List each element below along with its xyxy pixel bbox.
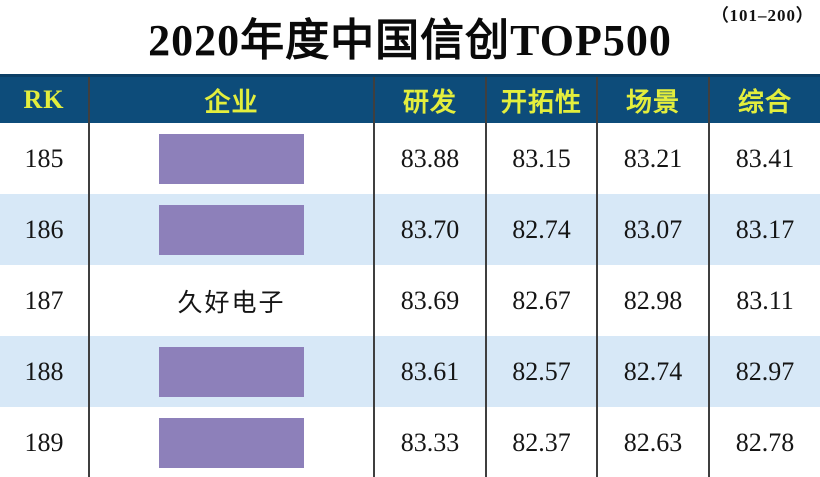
cell-company [88,407,373,477]
cell-rd: 83.88 [373,123,485,194]
cell-company: 久好电子 [88,265,373,336]
redacted-company-block [159,133,304,184]
cell-rank: 187 [24,285,64,315]
redacted-company-block [159,346,304,397]
cell-rank: 188 [24,356,64,386]
cell-pioneering: 82.67 [485,265,596,336]
cell-overall: 82.78 [708,407,820,477]
cell-overall: 82.97 [708,336,820,407]
page-range-label: （101–200） [711,6,814,25]
cell-pioneering: 83.15 [485,123,596,194]
cell-scenario: 83.07 [596,194,708,265]
cell-scenario: 82.74 [596,336,708,407]
ranking-table: RK 企业 研发 开拓性 场景 综合 185 83.88 83.15 83.21… [0,74,820,477]
column-header-company: 企业 [88,77,373,123]
cell-rd: 83.69 [373,265,485,336]
cell-company [88,194,373,265]
redacted-company-block [159,204,304,255]
cell-rd: 83.70 [373,194,485,265]
table-row: 187 久好电子 83.69 82.67 82.98 83.11 [0,265,820,336]
cell-rank: 186 [24,214,64,244]
cell-rank: 185 [24,143,64,173]
cell-company [88,336,373,407]
table-row: 186 83.70 82.74 83.07 83.17 [0,194,820,265]
table-row: 189 83.33 82.37 82.63 82.78 [0,407,820,477]
table-header-row: RK 企业 研发 开拓性 场景 综合 [0,74,820,123]
cell-pioneering: 82.74 [485,194,596,265]
cell-overall: 83.11 [708,265,820,336]
cell-scenario: 82.98 [596,265,708,336]
cell-pioneering: 82.37 [485,407,596,477]
cell-rank: 189 [24,427,64,457]
cell-overall: 83.41 [708,123,820,194]
column-header-rd: 研发 [373,77,485,123]
column-header-overall: 综合 [708,77,820,123]
column-header-rk: RK [23,85,65,114]
cell-pioneering: 82.57 [485,336,596,407]
table-row: 185 83.88 83.15 83.21 83.41 [0,123,820,194]
cell-scenario: 83.21 [596,123,708,194]
cell-rd: 83.33 [373,407,485,477]
redacted-company-block [159,417,304,468]
table-row: 188 83.61 82.57 82.74 82.97 [0,336,820,407]
column-header-pioneering: 开拓性 [485,77,596,123]
cell-overall: 83.17 [708,194,820,265]
cell-company [88,123,373,194]
cell-scenario: 82.63 [596,407,708,477]
page-title: 2020年度中国信创TOP500 [148,16,672,65]
company-name: 久好电子 [177,289,286,317]
cell-rd: 83.61 [373,336,485,407]
column-header-scenario: 场景 [596,77,708,123]
